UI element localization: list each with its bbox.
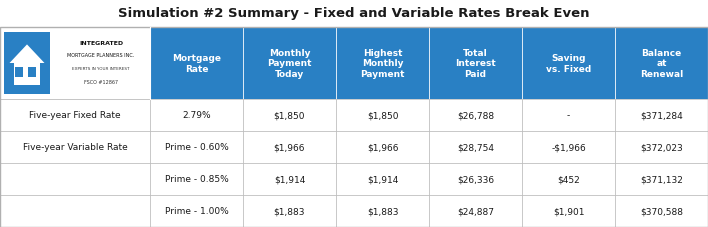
Text: Prime - 1.00%: Prime - 1.00% <box>165 207 229 216</box>
Bar <box>243 131 336 163</box>
Bar <box>522 163 615 195</box>
Polygon shape <box>9 45 45 64</box>
Bar <box>0 163 150 195</box>
Bar <box>522 28 615 100</box>
Bar <box>14 64 40 85</box>
Text: Balance
at
Renewal: Balance at Renewal <box>640 49 683 79</box>
Text: Five-year Variable Rate: Five-year Variable Rate <box>23 143 127 152</box>
Bar <box>615 100 708 131</box>
Bar <box>429 163 522 195</box>
Bar <box>243 100 336 131</box>
Text: Monthly
Payment
Today: Monthly Payment Today <box>267 49 312 79</box>
Bar <box>336 28 429 100</box>
Bar <box>615 195 708 227</box>
Bar <box>150 195 243 227</box>
Text: Prime - 0.60%: Prime - 0.60% <box>165 143 229 152</box>
Bar <box>615 163 708 195</box>
Text: EXPERTS IN YOUR INTEREST: EXPERTS IN YOUR INTEREST <box>72 67 130 71</box>
Text: $1,901: $1,901 <box>553 207 584 216</box>
Bar <box>522 131 615 163</box>
Bar <box>150 131 243 163</box>
Bar <box>336 100 429 131</box>
Text: $372,023: $372,023 <box>640 143 683 152</box>
Bar <box>0 195 150 227</box>
Text: $26,788: $26,788 <box>457 111 494 120</box>
Text: $1,966: $1,966 <box>274 143 305 152</box>
Text: $1,850: $1,850 <box>274 111 305 120</box>
Text: $1,883: $1,883 <box>367 207 398 216</box>
Bar <box>429 28 522 100</box>
Text: -: - <box>567 111 570 120</box>
Text: $1,850: $1,850 <box>367 111 398 120</box>
Bar <box>429 131 522 163</box>
Bar <box>150 28 243 100</box>
Bar <box>615 28 708 100</box>
Text: $370,588: $370,588 <box>640 207 683 216</box>
Text: $26,336: $26,336 <box>457 175 494 184</box>
Bar <box>615 131 708 163</box>
Text: $371,284: $371,284 <box>640 111 683 120</box>
Bar <box>4 33 50 95</box>
Bar <box>0 131 150 163</box>
Bar <box>28 68 36 78</box>
Text: 2.79%: 2.79% <box>182 111 211 120</box>
Text: Prime - 0.85%: Prime - 0.85% <box>165 175 229 184</box>
Bar <box>0 28 150 100</box>
Bar <box>150 163 243 195</box>
Text: Mortgage
Rate: Mortgage Rate <box>172 54 221 74</box>
Bar <box>429 195 522 227</box>
Text: Five-year Fixed Rate: Five-year Fixed Rate <box>29 111 121 120</box>
Bar <box>243 195 336 227</box>
Bar <box>522 100 615 131</box>
Bar <box>16 68 23 78</box>
Text: $371,132: $371,132 <box>640 175 683 184</box>
Text: MORTGAGE PLANNERS INC.: MORTGAGE PLANNERS INC. <box>67 53 135 58</box>
Text: Highest
Monthly
Payment: Highest Monthly Payment <box>360 49 405 79</box>
Bar <box>429 100 522 131</box>
Bar <box>243 28 336 100</box>
Text: $24,887: $24,887 <box>457 207 494 216</box>
Text: Saving
vs. Fixed: Saving vs. Fixed <box>546 54 591 74</box>
Text: $1,914: $1,914 <box>367 175 398 184</box>
Bar <box>243 163 336 195</box>
Bar <box>0 100 150 131</box>
Text: INTEGRATED: INTEGRATED <box>79 41 123 46</box>
Text: $1,883: $1,883 <box>274 207 305 216</box>
Text: $1,914: $1,914 <box>274 175 305 184</box>
Text: $452: $452 <box>557 175 580 184</box>
Text: FSCO #12867: FSCO #12867 <box>84 80 118 85</box>
Text: $1,966: $1,966 <box>367 143 398 152</box>
Bar <box>150 100 243 131</box>
Text: Total
Interest
Paid: Total Interest Paid <box>455 49 496 79</box>
Bar <box>0 28 708 227</box>
Bar <box>522 195 615 227</box>
Text: $28,754: $28,754 <box>457 143 494 152</box>
Bar <box>336 195 429 227</box>
Text: -$1,966: -$1,966 <box>551 143 586 152</box>
Bar <box>336 163 429 195</box>
Bar <box>336 131 429 163</box>
Text: Simulation #2 Summary - Fixed and Variable Rates Break Even: Simulation #2 Summary - Fixed and Variab… <box>118 7 590 20</box>
